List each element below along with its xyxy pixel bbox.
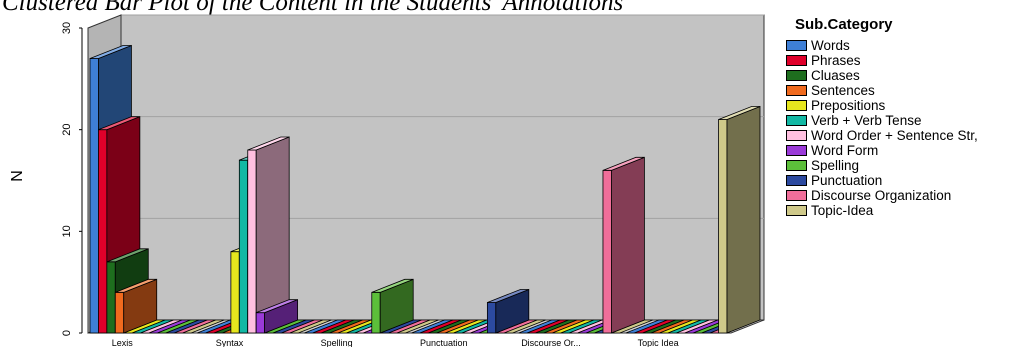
bar: [114, 278, 158, 334]
x-tick-label: Spelling: [321, 338, 353, 347]
chart-backdrop: [87, 14, 765, 334]
legend-items: Words Phrases Cluases Sentences Prepositions…: [786, 38, 1029, 218]
x-tick-label: Topic Idea: [638, 338, 679, 347]
legend-label: Word Form: [811, 143, 879, 158]
bar-top: [487, 289, 529, 303]
bar-top: [371, 278, 414, 293]
bar-side: [611, 156, 645, 334]
bar-front: [255, 312, 266, 334]
bar-front: [114, 291, 125, 334]
bar-front: [718, 119, 728, 334]
bar-zero: [504, 319, 546, 334]
legend-label: Discourse Organization: [811, 188, 952, 203]
chart-axes: 0 10 20 30 Lexis Syntax Spelling Punctuation Dis…: [61, 22, 679, 347]
legend-item: Prepositions: [786, 98, 1029, 113]
x-tick-label: Discourse Or...: [521, 338, 581, 347]
bar-front: [371, 291, 381, 334]
legend-item: Spelling: [786, 158, 1029, 173]
legend-label: Words: [811, 38, 850, 53]
legend-item: Phrases: [786, 53, 1029, 68]
bar-front: [238, 159, 249, 334]
legend-swatch: [786, 100, 807, 111]
legend-item: Verb + Verb Tense: [786, 113, 1029, 128]
bar-front: [89, 58, 99, 334]
legend-swatch: [786, 190, 807, 201]
bar-top: [89, 45, 132, 59]
bar-top: [98, 116, 141, 131]
legend-swatch: [786, 175, 807, 186]
legend-swatch: [786, 145, 807, 156]
legend-title: Sub.Category: [795, 16, 893, 33]
bar: [718, 105, 761, 334]
legend-label: Punctuation: [811, 173, 883, 188]
bar-front: [486, 302, 497, 334]
chart-title: Clustered Bar Plot of the Content in the…: [2, 0, 624, 16]
y-tick-label: 0: [61, 330, 73, 336]
chart-plot: 0 10 20 30 Lexis Syntax Spelling Punctuation Dis…: [9, 14, 765, 347]
legend-swatch: [786, 40, 807, 51]
legend-label: Sentences: [811, 83, 875, 98]
bar-front: [106, 261, 116, 334]
bar-zero: [396, 319, 439, 334]
legend-swatch: [786, 160, 807, 171]
legend-item: Word Form: [786, 143, 1029, 158]
legend-swatch: [786, 115, 807, 126]
bar-zero: [182, 319, 225, 334]
legend-item: Word Order + Sentence Str,: [786, 128, 1029, 143]
legend-label: Verb + Verb Tense: [811, 113, 922, 128]
back-wall: [120, 14, 765, 321]
legend-swatch: [786, 55, 807, 66]
bar-front: [98, 129, 108, 334]
x-tick-label: Syntax: [216, 338, 244, 347]
bar: [255, 299, 299, 334]
x-tick-label: Punctuation: [420, 338, 468, 347]
bar-top: [718, 106, 761, 120]
bar-front: [230, 251, 240, 334]
legend-label: Phrases: [811, 53, 861, 68]
legend-label: Cluases: [811, 68, 860, 83]
bar-top: [115, 278, 157, 293]
y-tick-label: 30: [61, 22, 73, 34]
bar-side: [726, 105, 761, 334]
y-tick-label: 10: [61, 225, 73, 237]
bar-top: [106, 248, 149, 263]
bar-top: [602, 156, 645, 171]
legend-swatch: [786, 130, 807, 141]
legend: Sub.Category Words Phrases Cluases Sentence…: [786, 16, 1029, 218]
bar-top: [256, 299, 298, 314]
bar-front: [247, 149, 257, 334]
bar-top: [247, 136, 290, 151]
legend-label: Spelling: [811, 158, 860, 173]
legend-item: Punctuation: [786, 173, 1029, 188]
bar-front: [602, 169, 612, 334]
legend-item: Discourse Organization: [786, 188, 1029, 203]
chart-bars: [89, 44, 761, 334]
legend-item: Cluases: [786, 68, 1029, 83]
y-tick-label: 20: [61, 124, 73, 136]
legend-swatch: [786, 70, 807, 81]
bar-zero: [289, 319, 332, 334]
legend-item: Sentences: [786, 83, 1029, 98]
bar: [371, 278, 414, 334]
bar: [602, 156, 645, 334]
legend-item: Words: [786, 38, 1029, 53]
y-axis-label: N: [9, 170, 26, 182]
legend-label: Word Order + Sentence Str,: [811, 128, 978, 143]
bar: [486, 288, 530, 334]
legend-swatch: [786, 85, 807, 96]
legend-swatch: [786, 205, 807, 216]
x-tick-label: Lexis: [112, 338, 134, 347]
legend-item: Topic-Idea: [786, 203, 1029, 218]
legend-label: Prepositions: [811, 98, 886, 113]
legend-label: Topic-Idea: [811, 203, 874, 218]
